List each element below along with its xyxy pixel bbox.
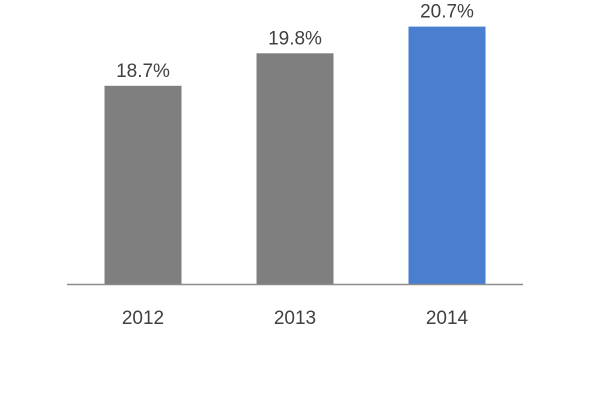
bar-2013 [256, 53, 334, 285]
bar-2014 [408, 26, 486, 284]
data-label-2012: 18.7% [116, 61, 170, 82]
data-label-2013: 19.8% [268, 28, 322, 49]
data-labels-layer: 18.7% 19.8% 20.7% [116, 2, 474, 82]
bars-layer [104, 26, 486, 285]
x-tick-label-2013: 2013 [274, 308, 316, 329]
x-tick-label-2014: 2014 [426, 308, 469, 329]
x-tick-label-2012: 2012 [122, 308, 164, 329]
data-label-2014: 20.7% [420, 2, 474, 23]
bar-2012 [104, 85, 182, 284]
x-tick-labels-layer: 2012 2013 2014 [122, 308, 469, 329]
